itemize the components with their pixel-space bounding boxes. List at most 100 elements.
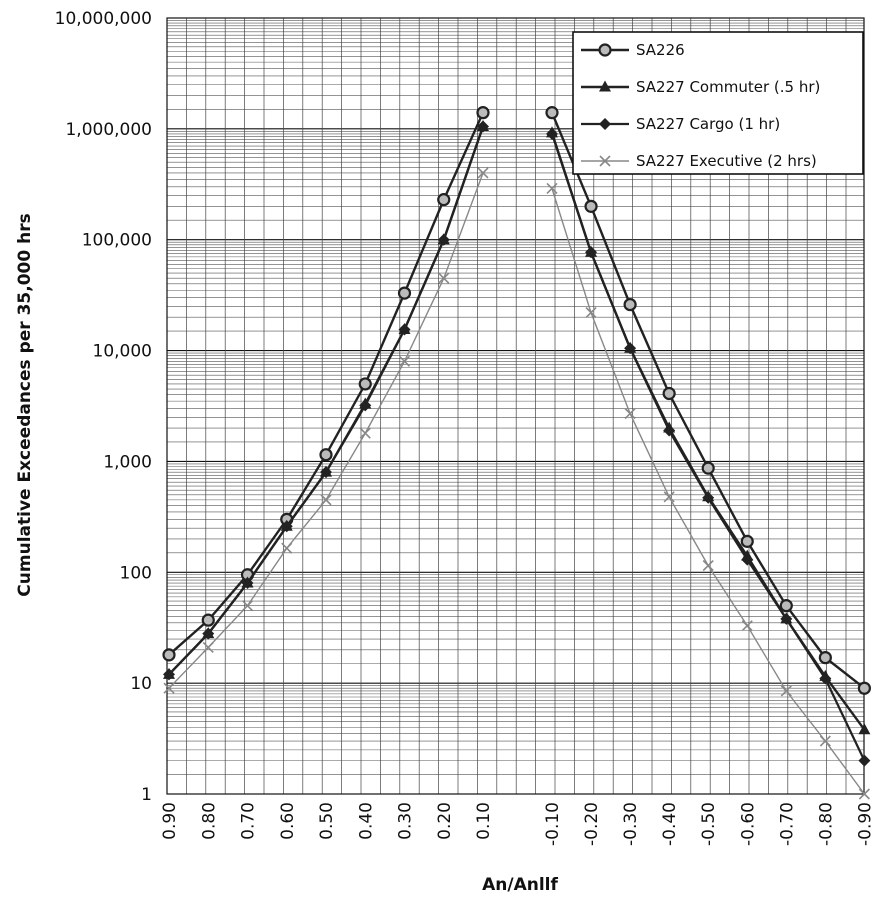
data-point-diamond — [599, 118, 611, 130]
data-point-circle — [584, 199, 598, 213]
data-point-circle — [662, 386, 676, 401]
data-point-diamond — [546, 127, 558, 140]
legend-item: SA226 — [581, 41, 685, 59]
data-point-x — [546, 182, 558, 195]
data-point-circle — [358, 377, 372, 391]
data-point-diamond — [858, 754, 871, 767]
legend-item: SA227 Commuter (.5 hr) — [581, 78, 820, 96]
data-point-circle — [437, 193, 451, 207]
x-tick-label: 0.90 — [160, 802, 180, 840]
legend-label: SA227 Executive (2 hrs) — [636, 152, 817, 170]
data-point-circle — [623, 297, 637, 312]
data-point-x — [624, 408, 636, 420]
series-layer — [162, 106, 872, 800]
legend-label: SA226 — [636, 41, 685, 59]
data-point-x — [780, 685, 792, 697]
y-tick-label: 100 — [120, 563, 152, 583]
series-line — [550, 112, 866, 690]
data-point-x — [398, 355, 411, 367]
y-tick-label: 1,000,000 — [65, 120, 152, 140]
y-tick-label: 10 — [130, 674, 152, 694]
legend-label: SA227 Commuter (.5 hr) — [636, 78, 820, 96]
data-point-x — [202, 641, 214, 653]
y-axis-title: Cumulative Exceedances per 35,000 hrs — [15, 213, 35, 596]
data-point-diamond — [780, 612, 793, 625]
series-line — [550, 132, 866, 731]
y-tick-label: 100,000 — [82, 231, 152, 251]
legend-item: SA227 Executive (2 hrs) — [581, 152, 817, 170]
legend-item: SA227 Cargo (1 hr) — [581, 115, 780, 133]
x-tick-label: -0.50 — [699, 802, 719, 846]
data-point-x — [819, 735, 831, 747]
data-point-diamond — [163, 668, 175, 681]
data-point-circle — [818, 650, 832, 665]
x-tick-label: -0.70 — [777, 802, 797, 846]
data-point-triangle — [599, 80, 611, 92]
data-point-circle — [598, 43, 612, 57]
x-tick-label: -0.20 — [582, 802, 602, 846]
data-point-diamond — [477, 120, 489, 133]
x-tick-label: -0.80 — [816, 802, 836, 846]
y-tick-label: 1,000 — [103, 452, 152, 472]
data-point-x — [702, 559, 714, 572]
x-tick-label: 0.10 — [474, 802, 494, 840]
data-point-circle — [779, 599, 793, 613]
data-point-diamond — [437, 233, 450, 246]
series-3 — [163, 167, 870, 800]
data-point-circle — [857, 681, 872, 695]
data-point-x — [858, 788, 870, 800]
series-line — [168, 126, 485, 676]
x-axis-ticks: 0.90 0.80 0.70 0.60 0.50 0.40 0.30 0.20 0.10 -0.1… — [160, 802, 875, 846]
x-axis-title: An/Anllf — [482, 875, 558, 895]
legend-box — [572, 31, 864, 175]
x-tick-label: -0.60 — [738, 802, 758, 846]
data-point-x — [281, 542, 293, 554]
data-point-diamond — [585, 246, 598, 259]
x-tick-label: 0.40 — [356, 802, 376, 840]
series-line — [168, 126, 485, 676]
data-point-triangle — [858, 723, 871, 735]
data-point-diamond — [819, 672, 832, 685]
data-point-circle — [740, 534, 754, 548]
x-tick-label: 0.20 — [435, 802, 455, 840]
data-point-x — [359, 427, 371, 439]
data-point-x — [241, 600, 254, 612]
data-point-diamond — [663, 424, 676, 437]
data-point-diamond — [741, 553, 754, 566]
data-point-diamond — [320, 466, 332, 479]
x-tick-label: 0.70 — [239, 802, 259, 840]
data-point-diamond — [702, 491, 715, 504]
data-point-diamond — [202, 627, 215, 640]
x-tick-label: 0.50 — [317, 802, 337, 840]
x-tick-label: 0.60 — [278, 802, 298, 840]
series-0 — [162, 106, 872, 695]
data-point-x — [599, 155, 611, 167]
y-axis-ticks: 1 10 100 1,000 10,000 100,000 1,000,000 10,000,… — [55, 9, 152, 805]
x-tick-label: -0.90 — [855, 802, 875, 846]
x-tick-label: -0.40 — [660, 802, 680, 846]
data-point-circle — [162, 648, 176, 662]
data-point-circle — [701, 461, 715, 475]
legend-label: SA227 Cargo (1 hr) — [636, 115, 780, 133]
grid — [166, 18, 864, 795]
data-point-x — [477, 167, 489, 179]
series-2 — [163, 120, 871, 767]
data-point-diamond — [280, 520, 293, 533]
data-point-x — [585, 307, 597, 319]
data-point-diamond — [624, 342, 637, 355]
data-point-x — [663, 491, 675, 503]
x-tick-label: -0.30 — [621, 802, 641, 846]
y-tick-label: 10,000 — [93, 342, 152, 362]
data-point-diamond — [241, 577, 254, 590]
data-point-diamond — [398, 323, 411, 336]
y-tick-label: 1 — [141, 785, 152, 805]
x-tick-label: -0.10 — [543, 802, 563, 846]
series-1 — [163, 120, 871, 735]
x-tick-label: 0.30 — [396, 802, 416, 840]
data-point-circle — [545, 106, 559, 120]
data-point-x — [741, 620, 753, 632]
data-point-circle — [397, 286, 412, 300]
x-tick-label: 0.80 — [199, 802, 219, 840]
